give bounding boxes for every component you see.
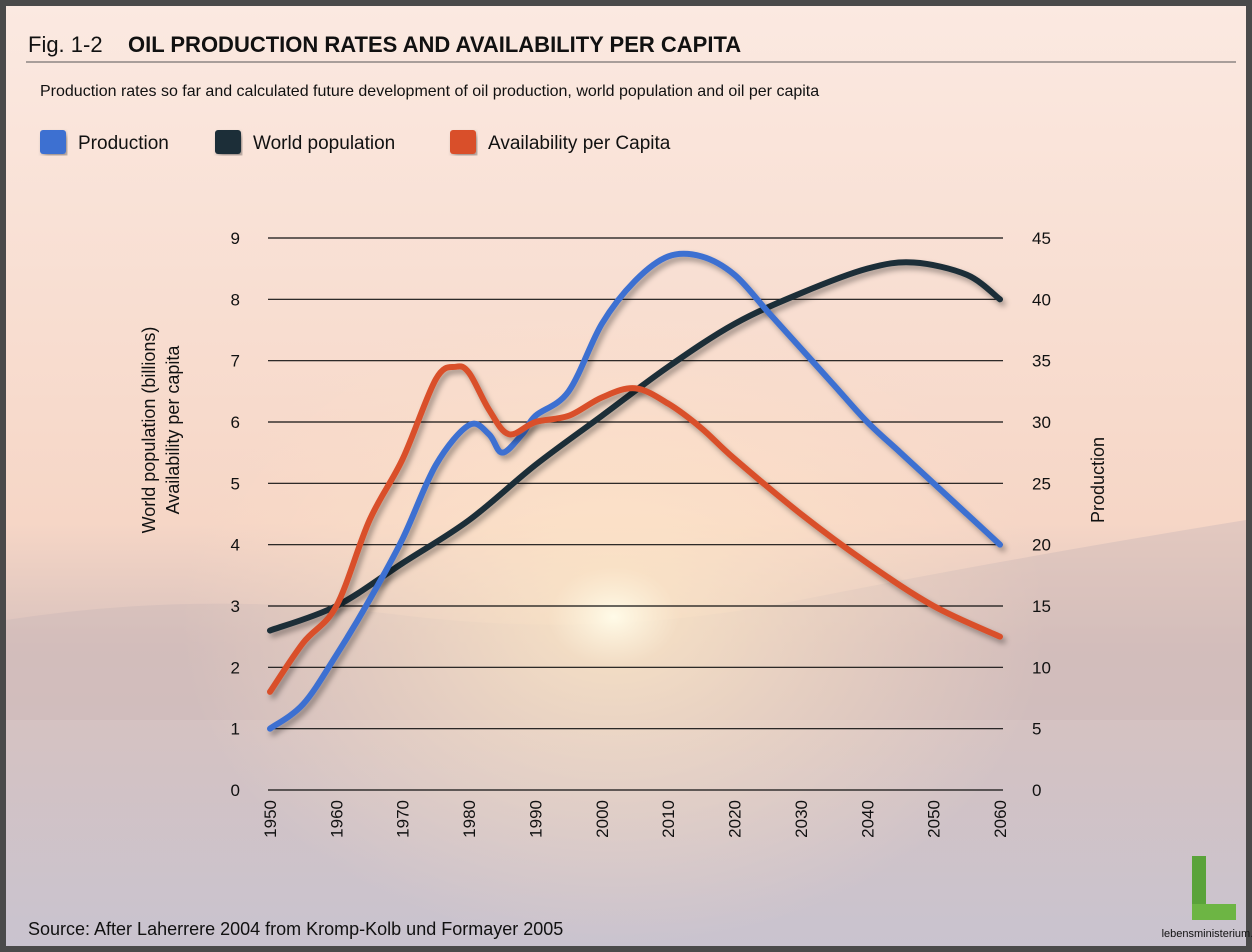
x-tick-label: 1960 [327,800,346,838]
logo-text: lebensministerium.at [1162,928,1252,940]
y2-tick-label: 35 [1032,352,1051,371]
x-tick-label: 1970 [394,800,413,838]
y-tick-label: 3 [231,597,240,616]
x-tick-label: 1990 [526,800,545,838]
subtitle: Production rates so far and calculated f… [40,83,819,100]
sun-glow [6,6,1246,946]
x-tick-label: 2000 [593,800,612,838]
y2-tick-label: 0 [1032,781,1041,800]
x-tick-label: 1980 [460,800,479,838]
legend-label: Availability per Capita [488,133,671,154]
y-axis-label: World population (billions) [139,327,159,534]
legend-swatch [40,130,66,154]
series-line [267,363,1003,695]
y2-axis-label: Production [1088,437,1108,523]
y2-tick-label: 10 [1032,658,1051,677]
y2-tick-label: 5 [1032,720,1041,739]
y-tick-label: 6 [231,413,240,432]
y-tick-label: 8 [231,290,240,309]
y-tick-label: 1 [231,720,240,739]
y-tick-label: 9 [231,229,240,248]
y2-tick-label: 15 [1032,597,1051,616]
series-line [267,250,1003,732]
y-tick-label: 7 [231,352,240,371]
x-tick-label: 2060 [991,800,1010,838]
y-tick-label: 0 [231,781,240,800]
figure-label: Fig. 1-2 [28,32,103,57]
y2-tick-label: 40 [1032,290,1051,309]
y2-tick-label: 30 [1032,413,1051,432]
y2-tick-label: 25 [1032,474,1051,493]
legend-label: World population [253,133,395,154]
x-tick-label: 2050 [925,800,944,838]
y2-tick-label: 20 [1032,536,1051,555]
legend-swatch [450,130,476,154]
x-tick-label: 2020 [726,800,745,838]
source: Source: After Laherrere 2004 from Kromp-… [28,919,563,939]
x-tick-label: 2010 [659,800,678,838]
y2-tick-label: 45 [1032,229,1051,248]
x-tick-label: 2030 [792,800,811,838]
legend-label: Production [78,133,169,154]
legend-swatch [215,130,241,154]
y-axis-label: Availability per capita [163,345,183,515]
x-tick-label: 1950 [261,800,280,838]
y-tick-label: 2 [231,658,240,677]
chart-title: OIL PRODUCTION RATES AND AVAILABILITY PE… [128,32,741,57]
x-tick-label: 2040 [858,800,877,838]
y-tick-label: 4 [231,536,240,555]
series-line [267,259,1003,634]
logo-mark [1192,904,1236,920]
y-tick-label: 5 [231,474,240,493]
